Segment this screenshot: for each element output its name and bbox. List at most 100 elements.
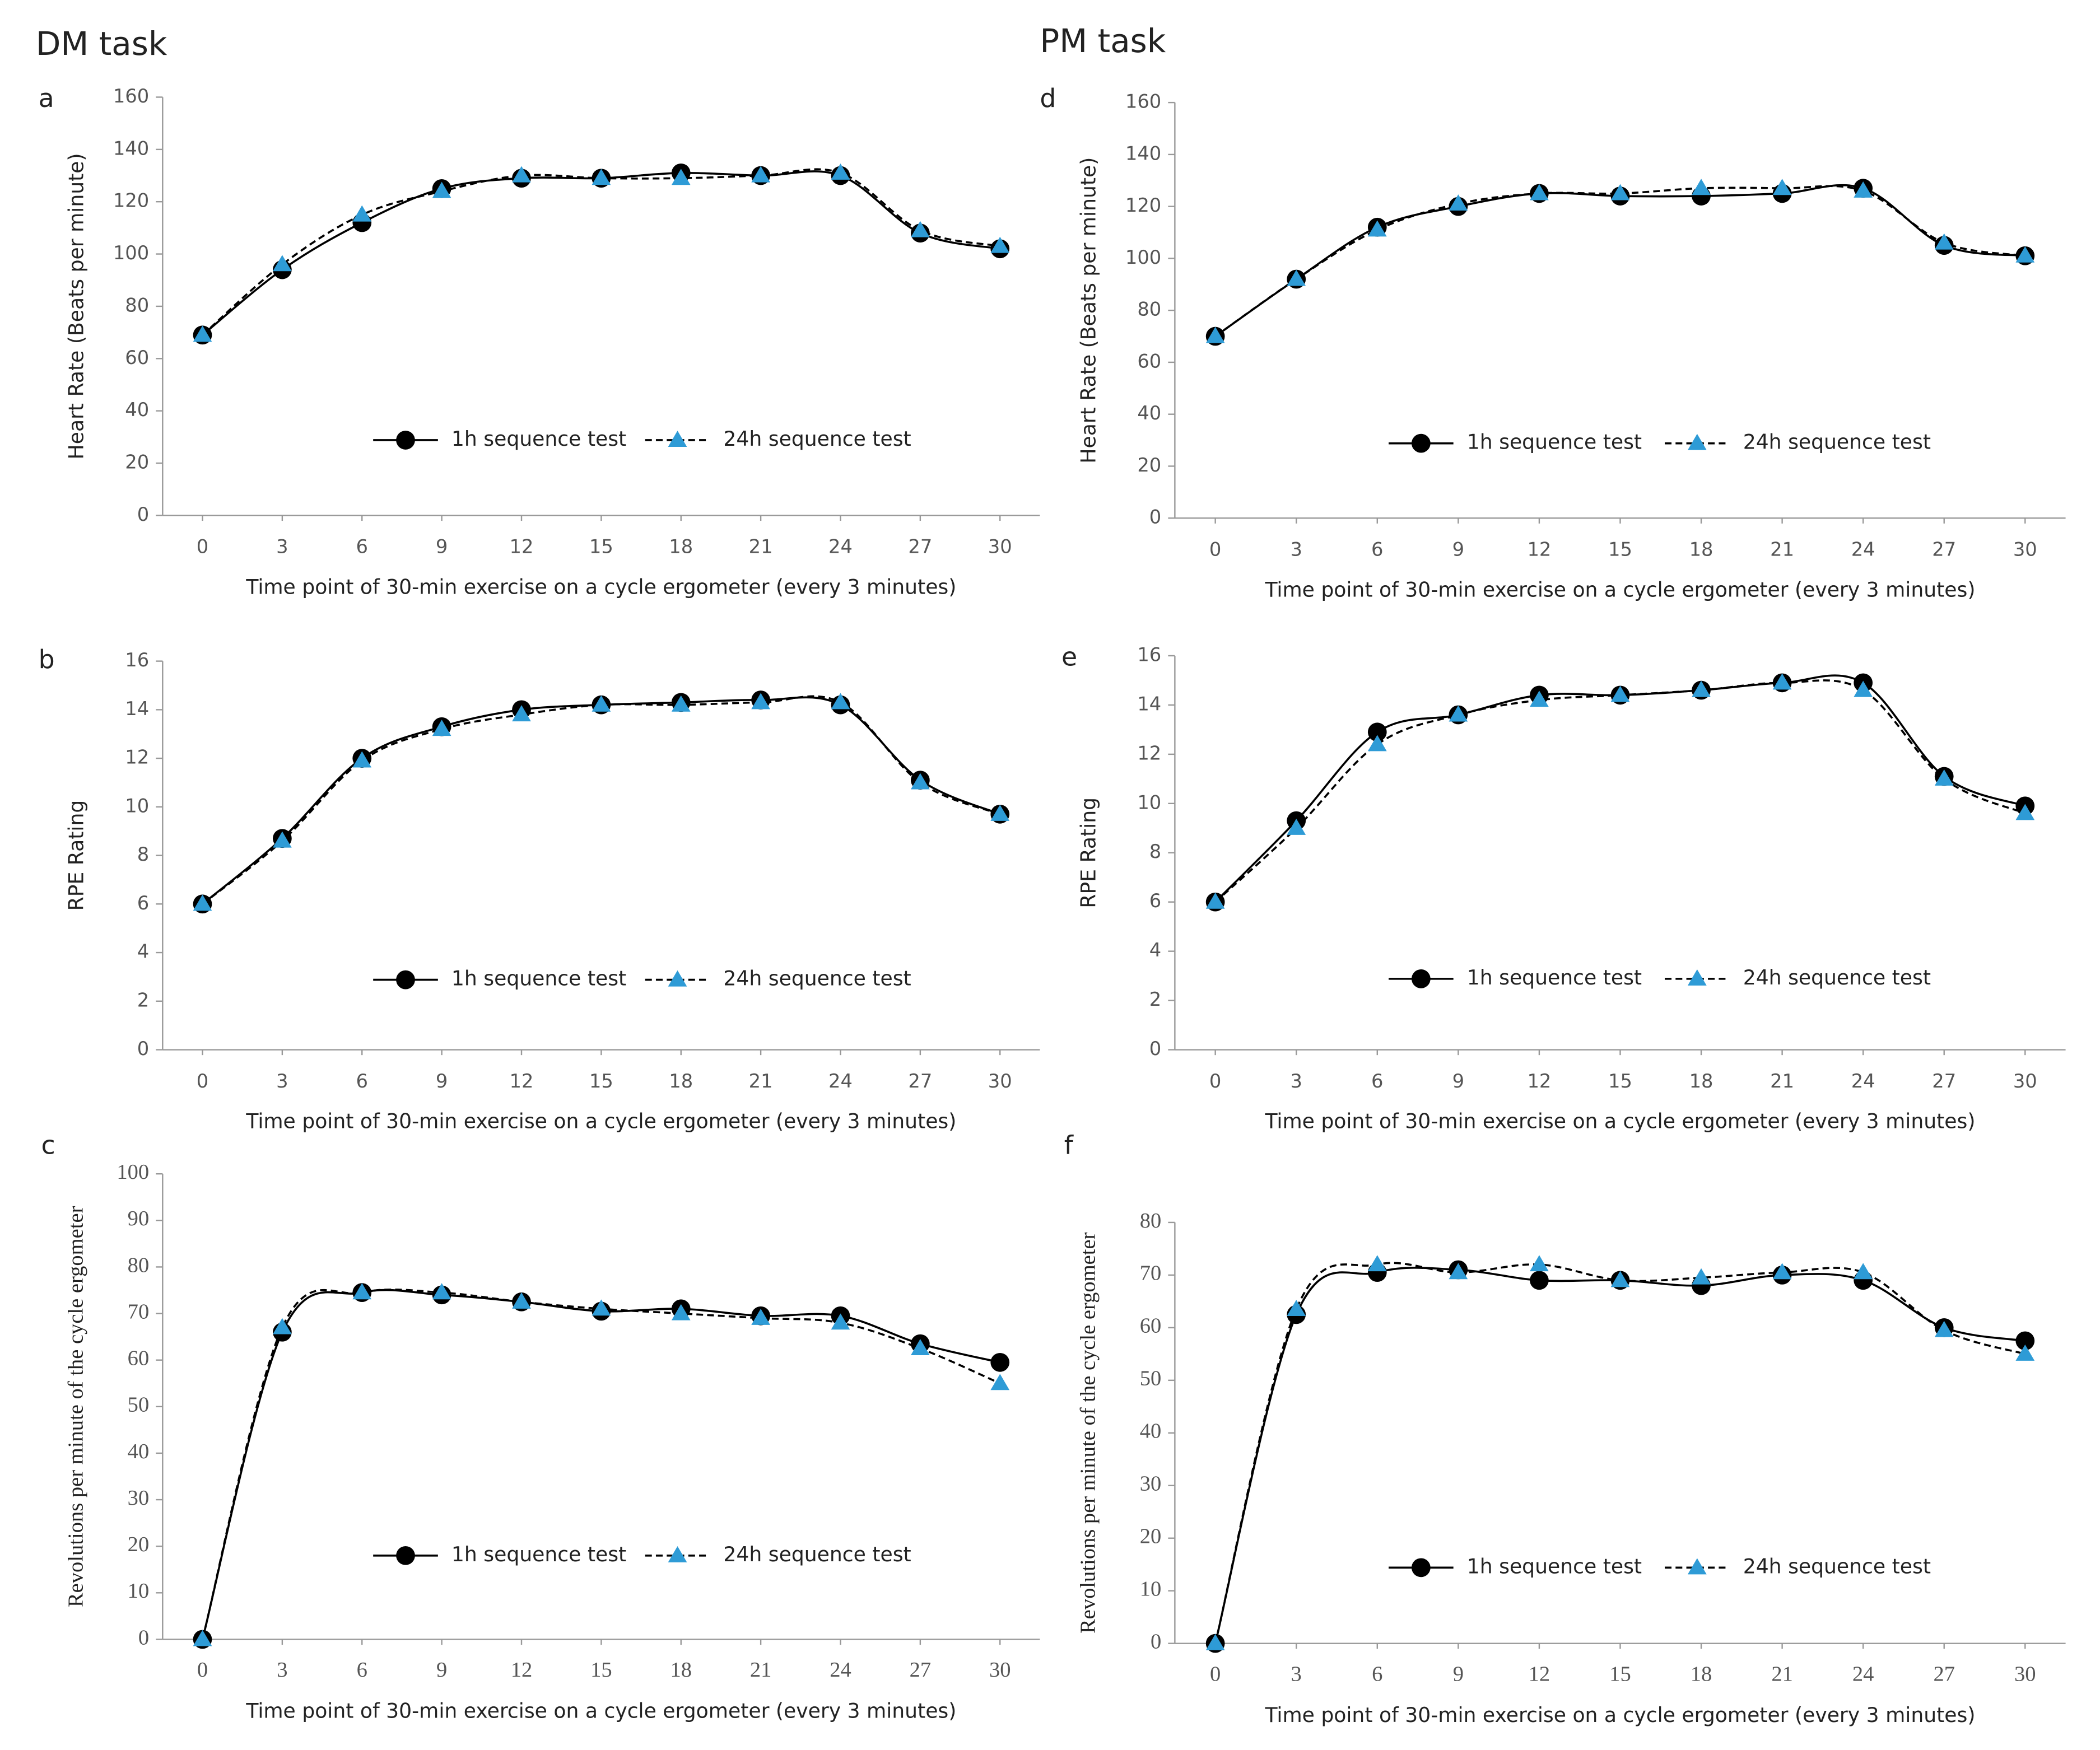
y-tick-label: 0 [137, 1038, 149, 1060]
marker [1367, 722, 1387, 742]
marker [1692, 680, 1711, 697]
y-tick-label: 50 [1140, 1367, 1162, 1390]
x-tick-label: 15 [1608, 539, 1632, 561]
x-tick-label: 21 [1770, 1070, 1794, 1092]
legend-label: 1h sequence test [451, 967, 626, 991]
x-tick-label: 0 [197, 536, 208, 558]
legend-marker [668, 431, 687, 447]
x-tick-label: 15 [589, 1070, 613, 1092]
y-tick-label: 40 [125, 399, 149, 421]
x-tick-label: 12 [510, 536, 534, 558]
marker [193, 1630, 212, 1646]
y-tick-label: 12 [125, 746, 149, 768]
series-line [202, 696, 1000, 905]
x-tick-label: 12 [1529, 1662, 1550, 1686]
x-tick-label: 30 [988, 536, 1012, 558]
heading: DM task [36, 25, 167, 63]
x-tick-label: 18 [1689, 1070, 1713, 1092]
marker [911, 773, 930, 790]
series-line [202, 170, 1000, 336]
y-tick-label: 10 [128, 1579, 150, 1603]
x-tick-label: 6 [1371, 539, 1383, 561]
y-axis-label: Heart Rate (Beats per minute) [1077, 157, 1101, 464]
marker [512, 705, 531, 722]
marker [193, 325, 212, 342]
marker [512, 166, 531, 183]
x-tick-label: 3 [1290, 539, 1302, 561]
y-tick-label: 0 [137, 503, 149, 525]
marker [193, 894, 212, 911]
series-line [1214, 184, 2026, 338]
x-tick-label: 12 [1527, 1070, 1551, 1092]
marker [1205, 892, 1225, 909]
marker [671, 1304, 691, 1320]
series-line [201, 1289, 1000, 1640]
x-tick-label: 12 [511, 1658, 533, 1682]
y-tick-label: 0 [1149, 506, 1161, 528]
marker [1854, 1263, 1873, 1280]
y-tick-label: 80 [128, 1253, 150, 1277]
x-tick-label: 15 [589, 536, 613, 558]
y-tick-label: 0 [1149, 1038, 1161, 1060]
marker [751, 693, 770, 710]
x-axis-label: Time point of 30-min exercise on a cycle… [245, 575, 956, 599]
y-tick-label: 60 [125, 347, 149, 368]
marker [990, 1352, 1010, 1372]
panel-label: a [39, 83, 54, 113]
panel-label: f [1064, 1130, 1074, 1160]
x-tick-label: 18 [1689, 539, 1713, 561]
x-tick-label: 9 [436, 1070, 448, 1092]
x-tick-label: 3 [1290, 1070, 1302, 1092]
legend-label: 1h sequence test [451, 1542, 626, 1566]
marker [911, 1339, 930, 1355]
y-tick-label: 140 [1125, 142, 1161, 164]
y-tick-label: 2 [137, 989, 149, 1011]
x-tick-label: 0 [1210, 1662, 1221, 1686]
legend-label: 24h sequence test [1743, 430, 1931, 454]
x-tick-label: 18 [669, 536, 693, 558]
marker [1449, 705, 1468, 722]
legend-label: 1h sequence test [1467, 1554, 1642, 1578]
marker [831, 163, 850, 180]
legend-label: 24h sequence test [1743, 1554, 1931, 1578]
y-tick-label: 4 [1149, 939, 1161, 961]
x-tick-label: 0 [197, 1070, 208, 1092]
series-line [1214, 674, 2026, 903]
x-tick-label: 12 [1527, 539, 1551, 561]
x-tick-label: 30 [988, 1070, 1012, 1092]
y-tick-label: 160 [1125, 91, 1161, 113]
y-tick-label: 60 [1137, 350, 1161, 372]
y-tick-label: 160 [113, 85, 149, 107]
y-tick-label: 8 [1149, 841, 1161, 862]
legend-label: 1h sequence test [1467, 965, 1642, 990]
x-tick-label: 30 [989, 1658, 1011, 1682]
x-tick-label: 9 [1452, 539, 1464, 561]
marker [990, 804, 1010, 821]
y-tick-label: 20 [1140, 1525, 1162, 1548]
y-tick-label: 0 [1151, 1630, 1161, 1654]
marker [1449, 194, 1468, 211]
marker [1367, 735, 1387, 752]
marker [1610, 1271, 1630, 1287]
y-tick-label: 50 [128, 1393, 150, 1417]
marker [1772, 1263, 1792, 1280]
x-tick-label: 6 [1372, 1662, 1382, 1686]
y-tick-label: 30 [1140, 1472, 1162, 1496]
series-line [202, 695, 1000, 905]
y-tick-label: 4 [137, 941, 149, 963]
y-tick-label: 10 [125, 795, 149, 816]
x-tick-label: 6 [356, 1070, 368, 1092]
x-tick-label: 3 [277, 1658, 287, 1682]
marker [1610, 184, 1630, 200]
y-tick-label: 120 [1125, 194, 1161, 216]
y-tick-label: 6 [1149, 890, 1161, 912]
marker [273, 1318, 292, 1334]
panel-label: e [1061, 642, 1077, 671]
marker [1367, 220, 1387, 237]
marker [512, 1292, 531, 1309]
legend-label: 24h sequence test [723, 967, 911, 991]
panel-label: c [41, 1130, 55, 1160]
marker [352, 751, 372, 768]
marker [1367, 1255, 1387, 1272]
